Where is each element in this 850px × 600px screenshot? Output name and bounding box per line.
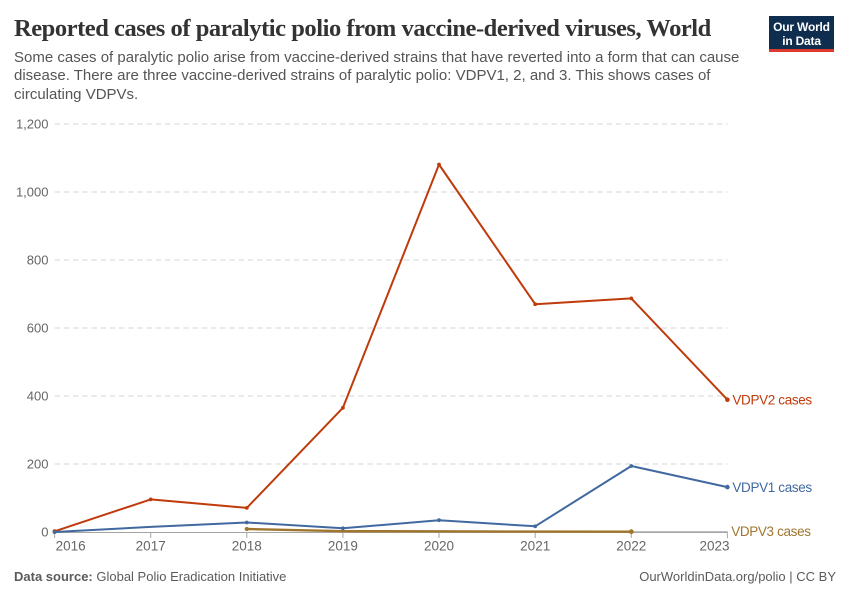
svg-text:400: 400 [27,389,49,404]
svg-text:2020: 2020 [424,539,454,554]
svg-text:200: 200 [27,457,49,472]
svg-text:2021: 2021 [520,539,550,554]
svg-text:2022: 2022 [616,539,646,554]
svg-text:1,000: 1,000 [16,185,49,200]
svg-text:2018: 2018 [232,539,262,554]
svg-text:800: 800 [27,253,49,268]
svg-text:2017: 2017 [136,539,166,554]
svg-text:VDPV3 cases: VDPV3 cases [731,524,811,539]
svg-text:2016: 2016 [56,539,86,554]
svg-text:0: 0 [41,525,48,540]
svg-text:2023: 2023 [699,539,729,554]
svg-text:VDPV2 cases: VDPV2 cases [732,393,812,408]
svg-text:600: 600 [27,321,49,336]
svg-text:1,200: 1,200 [16,117,49,132]
svg-text:2019: 2019 [328,539,358,554]
svg-text:VDPV1 cases: VDPV1 cases [732,480,812,495]
